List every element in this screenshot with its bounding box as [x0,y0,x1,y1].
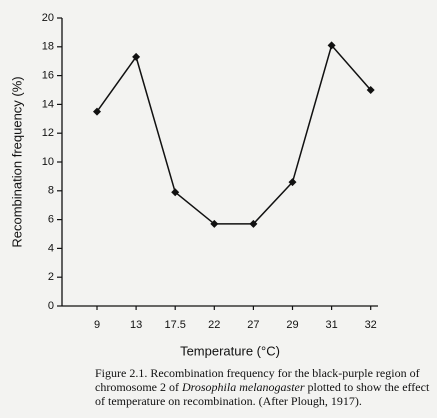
y-tick-label: 16 [42,70,54,82]
x-tick-label: 31 [325,319,337,331]
y-tick-label: 2 [48,271,54,283]
point [327,41,336,50]
x-tick-label: 27 [247,319,259,331]
x-tick-label: 32 [365,319,377,331]
point [366,86,375,94]
caption-species: Drosophila melanogaster [181,380,305,394]
x-tick-label: 22 [208,319,220,331]
y-tick-label: 0 [48,300,54,312]
caption: Figure 2.1. Recombination frequency for … [95,366,433,408]
y-tick-label: 10 [42,156,54,168]
caption-text: Figure 2.1. Recombination frequency for … [95,366,420,394]
y-tick-label: 18 [42,41,54,53]
point [210,219,219,228]
y-tick-label: 20 [42,12,54,24]
x-tick-label: 9 [94,319,100,331]
x-tick-label: 17.5 [164,319,185,331]
x-tick-label: 13 [130,319,142,331]
y-tick-label: 14 [42,98,54,110]
x-tick-label: 29 [286,319,298,331]
x-axis-title: Temperature (°C) [180,343,280,358]
line [96,43,372,225]
y-tick-label: 6 [48,214,54,226]
point [171,188,180,197]
y-tick-label: 12 [42,127,54,139]
point [93,107,101,116]
y-axis-title: Recombination frequency (%) [9,76,24,247]
point [132,52,141,61]
point [249,219,258,228]
caption-text: plotted to show the effect of temperatur… [95,380,430,408]
y-tick-label: 4 [48,242,54,254]
point [288,178,297,187]
y-tick-label: 8 [48,185,54,197]
